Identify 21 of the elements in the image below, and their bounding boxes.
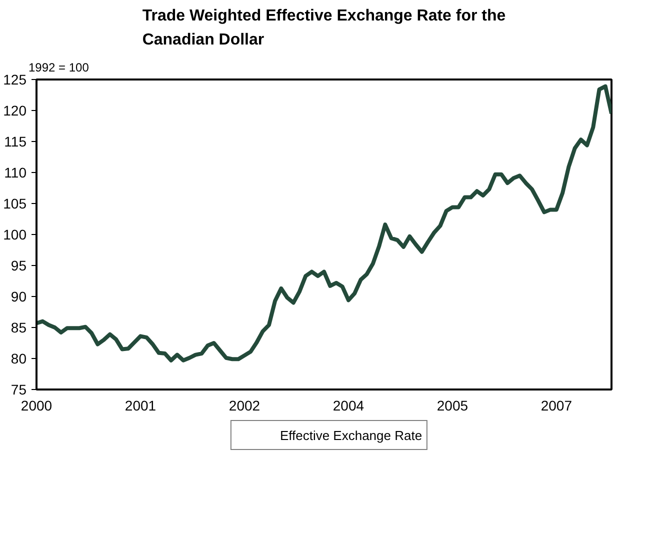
y-tick-label: 80 <box>10 350 27 366</box>
y-tick-label: 105 <box>3 196 27 212</box>
y-tick-label: 95 <box>10 258 27 274</box>
y-tick-label: 85 <box>10 320 27 336</box>
text: Effective Exchange Rate <box>280 428 422 442</box>
x-tick-label: 2002 <box>228 398 260 414</box>
y-axis-title: 1992 = 100 <box>28 60 90 74</box>
y-tick-label: 90 <box>10 288 27 304</box>
line-series <box>36 84 612 362</box>
chart-title: Trade Weighted Effective Exchange Rate for the Canadian Dollar <box>142 8 506 48</box>
y-tick-label: 120 <box>3 102 27 118</box>
y-tick-label: 110 <box>4 164 27 180</box>
y-tick-label: 125 <box>3 72 27 88</box>
y-tick-label: 115 <box>4 134 27 150</box>
x-tick-label: 2000 <box>20 398 52 414</box>
x-tick-label: 2004 <box>332 398 364 414</box>
x-tick-label: 2007 <box>540 398 572 414</box>
x-tick-label: 2001 <box>124 398 156 414</box>
x-tick-label: 2005 <box>436 398 468 414</box>
y-tick-label: 100 <box>3 226 27 242</box>
y-tick-label: 75 <box>10 382 27 398</box>
